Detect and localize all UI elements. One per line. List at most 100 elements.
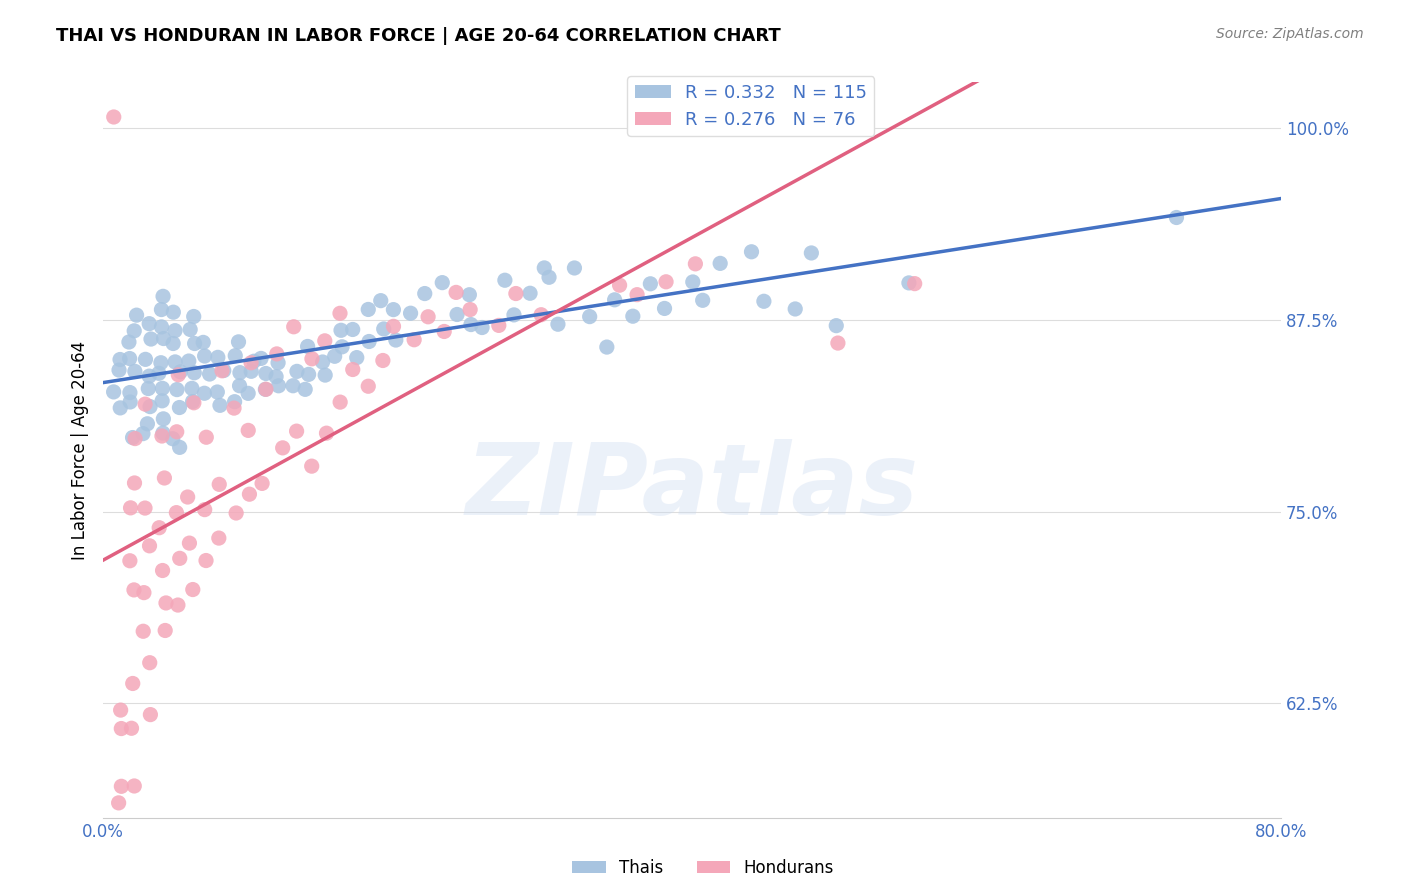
Point [654,301,676,316]
Point [167,368,190,382]
Point [254,367,277,381]
Point [314,368,336,383]
Point [181,582,204,597]
Point [267,378,290,392]
Point [183,366,205,380]
Point [195,553,218,567]
Point [162,432,184,446]
Point [357,334,380,349]
Point [330,323,353,337]
Point [194,502,217,516]
Point [314,334,336,348]
Point [108,352,131,367]
Point [323,349,346,363]
Point [110,780,132,794]
Point [177,354,200,368]
Point [342,362,364,376]
Point [329,306,352,320]
Point [136,382,159,396]
Point [385,333,408,347]
Point [444,285,467,300]
Point [446,308,468,322]
Point [134,352,156,367]
Point [238,487,260,501]
Point [118,351,141,366]
Point [167,598,190,612]
Point [183,310,205,324]
Point [330,340,353,354]
Point [1166,211,1188,225]
Point [207,351,229,365]
Point [626,287,648,301]
Point [603,293,626,307]
Point [110,722,132,736]
Point [107,796,129,810]
Point [120,395,142,409]
Point [152,425,174,440]
Point [103,110,125,124]
Point [207,384,229,399]
Point [298,368,321,382]
Point [225,506,247,520]
Point [118,385,141,400]
Point [382,319,405,334]
Point [311,355,333,369]
Point [413,286,436,301]
Point [357,302,380,317]
Point [118,554,141,568]
Point [373,322,395,336]
Point [329,395,352,409]
Legend: Thais, Hondurans: Thais, Hondurans [565,853,841,884]
Point [208,531,231,545]
Point [785,301,807,316]
Point [110,401,132,415]
Point [488,318,510,333]
Point [800,246,823,260]
Point [692,293,714,308]
Point [240,364,263,378]
Point [224,349,246,363]
Point [505,286,527,301]
Point [315,426,337,441]
Point [169,551,191,566]
Point [194,349,217,363]
Point [134,397,156,411]
Point [519,286,541,301]
Point [458,287,481,301]
Point [250,476,273,491]
Point [254,382,277,396]
Point [195,430,218,444]
Point [621,309,644,323]
Point [193,386,215,401]
Point [179,322,201,336]
Point [404,333,426,347]
Y-axis label: In Labor Force | Age 20-64: In Labor Force | Age 20-64 [72,341,89,560]
Point [224,394,246,409]
Point [165,506,187,520]
Legend: R = 0.332   N = 115, R = 0.276   N = 76: R = 0.332 N = 115, R = 0.276 N = 76 [627,77,875,136]
Point [357,379,380,393]
Point [530,308,553,322]
Point [416,310,439,324]
Point [254,382,277,396]
Point [152,412,174,426]
Point [169,365,191,379]
Point [150,302,173,317]
Point [125,308,148,322]
Point [264,369,287,384]
Point [169,441,191,455]
Point [152,289,174,303]
Point [301,351,323,366]
Point [183,336,205,351]
Point [537,270,560,285]
Point [198,367,221,381]
Point [655,275,678,289]
Point [136,417,159,431]
Point [301,459,323,474]
Point [382,302,405,317]
Point [181,394,204,409]
Point [155,596,177,610]
Point [503,308,526,322]
Point [240,356,263,370]
Point [150,319,173,334]
